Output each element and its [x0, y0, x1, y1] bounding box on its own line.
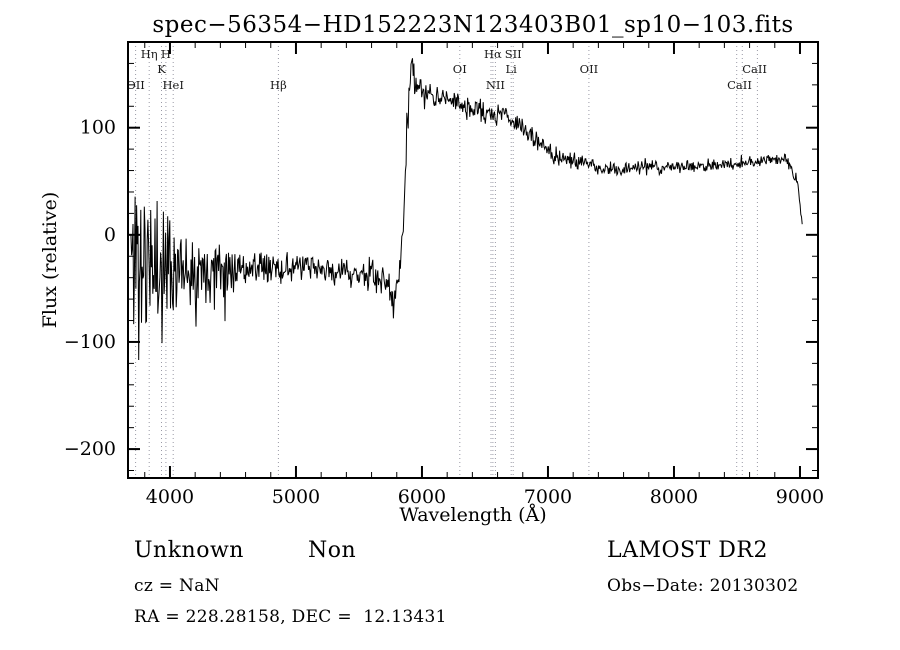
- svg-text:7000: 7000: [524, 486, 572, 508]
- svg-text:CaII: CaII: [727, 78, 752, 92]
- survey-text: LAMOST DR2: [607, 538, 768, 563]
- svg-text:Hα: Hα: [484, 47, 502, 61]
- svg-text:HeI: HeI: [163, 78, 184, 92]
- y-axis-label: Flux (relative): [39, 192, 61, 329]
- svg-text:−200: −200: [64, 438, 116, 460]
- cz-text: cz = NaN: [134, 576, 220, 596]
- x-axis-label: Wavelength (Å): [399, 504, 546, 526]
- svg-text:100: 100: [80, 117, 116, 139]
- svg-text:4000: 4000: [146, 486, 194, 508]
- class-text: Unknown: [134, 538, 244, 563]
- svg-text:8000: 8000: [650, 486, 698, 508]
- svg-text:OI: OI: [453, 62, 467, 76]
- axes: 4000 5000 6000 7000 8000 9000 −200 −100 0 100: [64, 41, 824, 508]
- svg-text:−100: −100: [64, 331, 116, 353]
- svg-text:SII: SII: [505, 47, 522, 61]
- svg-text:K: K: [157, 62, 166, 76]
- svg-text:H: H: [161, 47, 171, 61]
- svg-text:Hη: Hη: [141, 47, 158, 61]
- ra-dec-text: RA = 228.28158, DEC = 12.13431: [134, 607, 447, 627]
- classification-row: Unknown Non: [134, 538, 356, 563]
- svg-text:Hβ: Hβ: [270, 78, 287, 92]
- plot-title: spec−56354−HD152223N123403B01_sp10−103.f…: [152, 12, 794, 38]
- svg-text:6000: 6000: [398, 486, 446, 508]
- svg-text:5000: 5000: [272, 486, 320, 508]
- svg-text:OII: OII: [126, 78, 145, 92]
- svg-text:9000: 9000: [776, 486, 824, 508]
- svg-text:OII: OII: [580, 62, 599, 76]
- svg-text:Li: Li: [506, 62, 518, 76]
- obs-date-text: Obs−Date: 20130302: [607, 576, 799, 596]
- svg-text:0: 0: [104, 224, 116, 246]
- svg-text:NII: NII: [486, 78, 505, 92]
- subclass-text: Non: [307, 538, 357, 563]
- spectrum-trace: [130, 58, 803, 361]
- svg-text:CaII: CaII: [742, 62, 767, 76]
